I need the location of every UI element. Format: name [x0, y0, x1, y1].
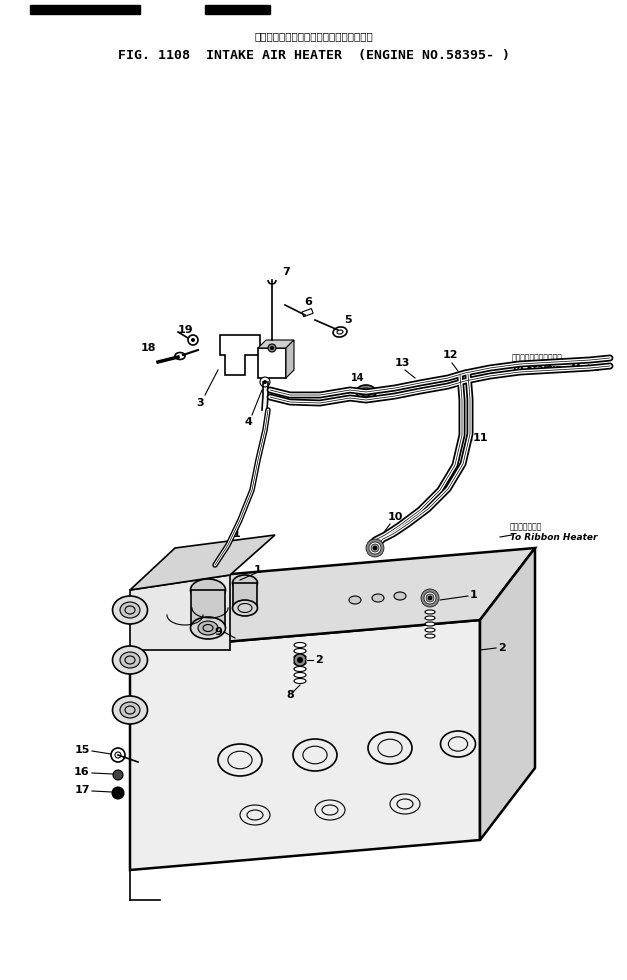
- Bar: [258, 348, 286, 378]
- Bar: [30, 5, 140, 14]
- Ellipse shape: [112, 596, 147, 624]
- Text: 9: 9: [214, 627, 222, 637]
- Polygon shape: [130, 548, 535, 650]
- Circle shape: [188, 335, 198, 345]
- Ellipse shape: [372, 594, 384, 602]
- Text: 1: 1: [232, 529, 240, 539]
- Ellipse shape: [191, 579, 226, 601]
- Ellipse shape: [394, 592, 406, 600]
- Text: FIG. 1108  INTAKE AIR HEATER  (ENGINE NO.58395- ): FIG. 1108 INTAKE AIR HEATER (ENGINE NO.5…: [118, 48, 510, 62]
- Text: To Starting Motor: To Starting Motor: [512, 364, 601, 372]
- Circle shape: [297, 657, 303, 663]
- Ellipse shape: [112, 696, 147, 724]
- Text: To Ribbon Heater: To Ribbon Heater: [510, 532, 598, 542]
- Ellipse shape: [356, 385, 376, 399]
- Bar: [191, 590, 225, 628]
- Ellipse shape: [294, 655, 306, 660]
- Circle shape: [268, 344, 276, 352]
- Circle shape: [112, 787, 124, 799]
- Ellipse shape: [425, 634, 435, 638]
- Circle shape: [191, 338, 195, 342]
- Text: 3: 3: [196, 398, 204, 408]
- Ellipse shape: [294, 649, 306, 654]
- Ellipse shape: [425, 616, 435, 620]
- Circle shape: [270, 346, 274, 350]
- Text: 17: 17: [74, 785, 90, 795]
- Text: 1: 1: [470, 590, 478, 600]
- Ellipse shape: [233, 600, 258, 616]
- Polygon shape: [130, 535, 275, 590]
- Ellipse shape: [191, 617, 226, 639]
- Polygon shape: [286, 340, 294, 378]
- Text: 15: 15: [75, 745, 90, 755]
- Ellipse shape: [425, 628, 435, 632]
- Ellipse shape: [294, 666, 306, 671]
- Circle shape: [373, 546, 377, 550]
- Text: リボンヒータへ: リボンヒータへ: [510, 522, 542, 531]
- Ellipse shape: [294, 661, 306, 665]
- Text: 8: 8: [286, 690, 294, 700]
- Circle shape: [263, 380, 267, 384]
- Ellipse shape: [425, 610, 435, 614]
- Text: 11: 11: [473, 433, 488, 443]
- Ellipse shape: [294, 643, 306, 648]
- Text: 4: 4: [244, 417, 252, 427]
- Text: 2: 2: [315, 655, 323, 665]
- Circle shape: [113, 770, 123, 780]
- Text: 12: 12: [442, 350, 458, 360]
- Text: 7: 7: [282, 267, 290, 277]
- Circle shape: [428, 596, 432, 600]
- Text: 2: 2: [498, 643, 506, 653]
- Text: 5: 5: [344, 315, 352, 325]
- Bar: [205, 5, 270, 14]
- Ellipse shape: [425, 622, 435, 626]
- Text: 18: 18: [140, 343, 155, 353]
- Circle shape: [369, 542, 381, 554]
- Ellipse shape: [120, 652, 140, 668]
- Ellipse shape: [112, 646, 147, 674]
- Text: スターティングモータへ: スターティングモータへ: [512, 354, 563, 363]
- Ellipse shape: [233, 575, 258, 591]
- Ellipse shape: [294, 672, 306, 677]
- Bar: [233, 583, 257, 608]
- Ellipse shape: [360, 388, 372, 396]
- Polygon shape: [480, 548, 535, 840]
- Circle shape: [366, 539, 384, 557]
- Text: インテーク　エアー　ヒータ　　適用号機: インテーク エアー ヒータ 適用号機: [255, 31, 373, 41]
- Text: 16: 16: [74, 767, 90, 777]
- Ellipse shape: [175, 353, 185, 360]
- Ellipse shape: [198, 621, 218, 635]
- Circle shape: [426, 594, 434, 602]
- Polygon shape: [258, 340, 294, 348]
- Circle shape: [294, 654, 306, 666]
- Ellipse shape: [349, 596, 361, 604]
- Text: 13: 13: [394, 358, 409, 368]
- Ellipse shape: [294, 678, 306, 683]
- Polygon shape: [130, 620, 480, 870]
- Ellipse shape: [120, 602, 140, 618]
- Polygon shape: [130, 575, 230, 650]
- Ellipse shape: [333, 327, 347, 337]
- Circle shape: [260, 377, 270, 387]
- Text: 14: 14: [351, 373, 365, 383]
- Bar: [302, 309, 313, 317]
- Text: 19: 19: [178, 325, 194, 335]
- Circle shape: [421, 589, 439, 607]
- Text: 6: 6: [304, 297, 312, 307]
- Circle shape: [371, 544, 379, 552]
- Text: 1: 1: [254, 565, 262, 575]
- Ellipse shape: [120, 702, 140, 718]
- Text: 10: 10: [387, 512, 403, 522]
- Circle shape: [424, 592, 436, 604]
